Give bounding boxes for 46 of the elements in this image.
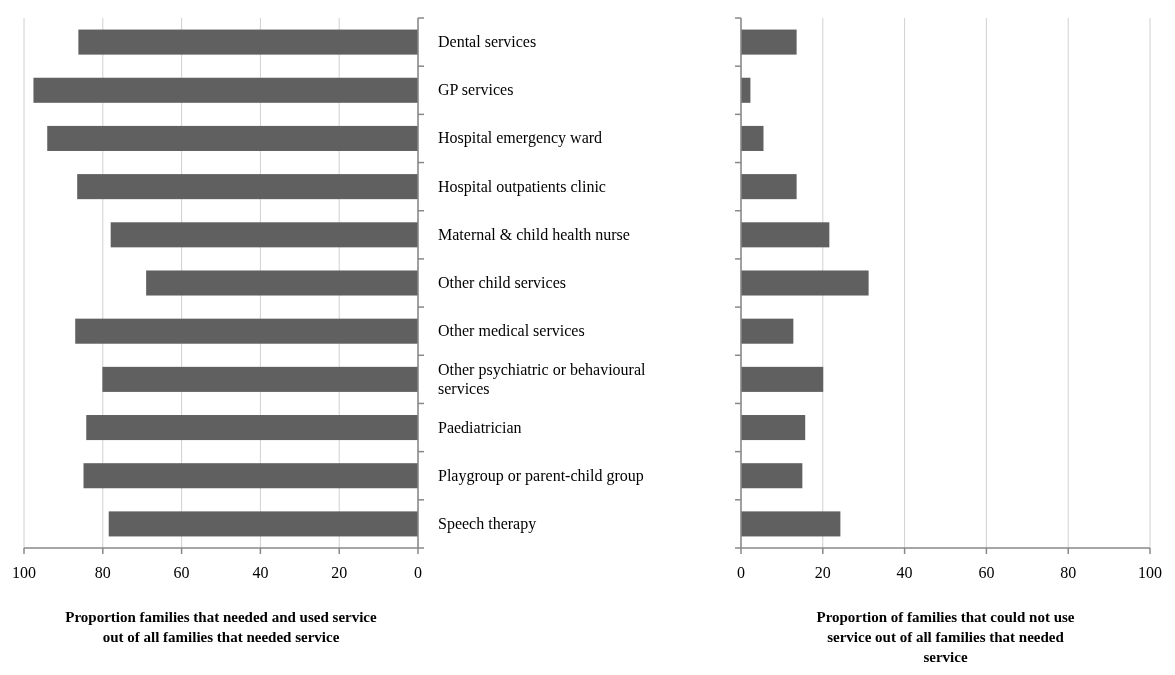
bar — [741, 125, 764, 151]
y-tick-label: Paediatrician — [438, 418, 522, 436]
bar — [83, 463, 418, 489]
y-tick-label: Dental services — [438, 33, 537, 51]
bar — [741, 366, 824, 392]
x-tick-label: 20 — [814, 564, 831, 581]
y-tick-label: GP services — [438, 81, 514, 99]
x-axis-title: Proportion families that needed and used service out of all families that needed service — [65, 609, 378, 645]
y-tick-label: Speech therapy — [438, 514, 537, 533]
x-axis-title: Proportion of families that could not use service out of all families that needed service — [816, 609, 1075, 665]
y-tick-label: Other medical services — [438, 322, 585, 340]
x-tick-label: 40 — [896, 564, 913, 581]
x-tick-label: 0 — [414, 564, 422, 581]
x-tick-label: 100 — [1138, 564, 1162, 581]
x-tick-label: 20 — [331, 564, 348, 581]
bar — [741, 270, 869, 296]
x-tick-label: 60 — [978, 564, 995, 581]
y-tick-label: Other child services — [438, 274, 566, 291]
bar — [77, 174, 418, 200]
x-tick-label: 60 — [173, 564, 190, 581]
bar — [741, 463, 803, 489]
bar — [741, 415, 806, 441]
y-tick-label: Hospital outpatients clinic — [438, 177, 606, 196]
x-tick-label: 100 — [12, 564, 36, 581]
y-tick-label: Other psychiatric or behavioural services — [438, 360, 647, 397]
y-tick-label: Maternal & child health nurse — [438, 225, 630, 243]
x-tick-label: 40 — [252, 564, 269, 581]
x-tick-label: 80 — [1060, 564, 1077, 581]
x-tick-label: 80 — [94, 564, 111, 581]
bar — [86, 415, 418, 441]
bar — [741, 29, 797, 55]
bar — [33, 77, 418, 103]
bar — [110, 222, 418, 248]
bar — [146, 270, 418, 296]
bar — [741, 222, 830, 248]
bar — [75, 318, 418, 344]
x-tick-label: 0 — [737, 564, 745, 581]
bar — [741, 318, 794, 344]
bar — [47, 125, 418, 151]
y-tick-label: Playgroup or parent-child group — [438, 466, 644, 485]
bar — [108, 511, 418, 537]
bar — [741, 511, 841, 537]
bar — [102, 366, 418, 392]
bar — [741, 174, 797, 200]
y-tick-label: Hospital emergency ward — [438, 129, 603, 148]
bar — [78, 29, 418, 55]
